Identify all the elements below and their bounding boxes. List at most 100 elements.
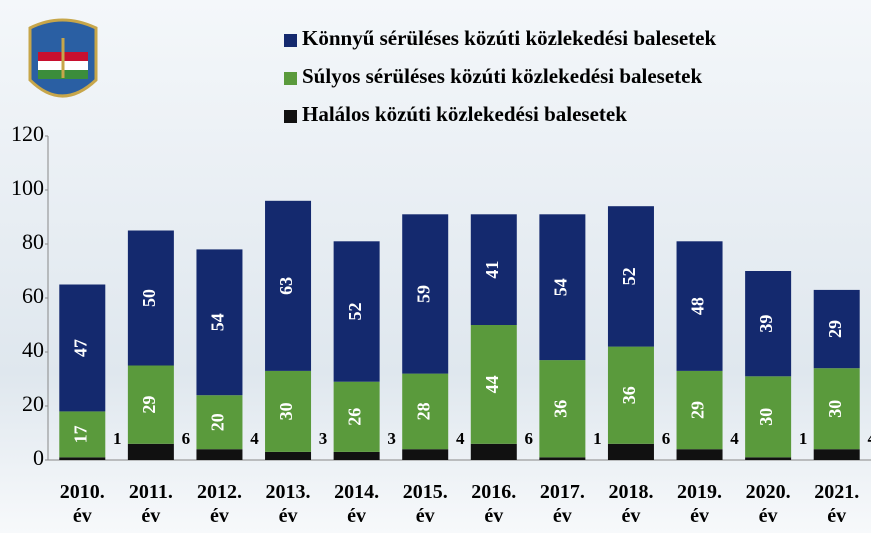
legend-label: Halálos közúti közlekedési balesetek <box>302 102 627 126</box>
legend-swatch <box>284 34 297 47</box>
value-label: 4 <box>456 429 465 448</box>
value-label: 52 <box>619 267 639 285</box>
value-label: 44 <box>482 375 502 393</box>
value-label: 29 <box>139 396 159 414</box>
x-tick-label: 2015. év <box>402 481 448 527</box>
value-label: 48 <box>688 297 708 315</box>
value-label: 6 <box>662 429 671 448</box>
x-tick-label: 2016. év <box>471 481 517 527</box>
x-tick-label: 2019. év <box>677 481 723 527</box>
bar-segment <box>745 376 792 458</box>
value-label: 47 <box>70 339 90 357</box>
bar-segment <box>127 443 174 460</box>
bar-segment <box>196 449 243 460</box>
bar-segment <box>402 214 449 374</box>
bar-segment <box>265 200 312 371</box>
x-tick-label: 2020. év <box>745 481 791 527</box>
bar-segment <box>745 457 792 460</box>
bar-segment <box>402 373 449 450</box>
value-label: 30 <box>825 400 845 418</box>
legend-label: Könnyű sérüléses közúti közlekedési bale… <box>302 26 716 50</box>
value-label: 28 <box>413 402 433 420</box>
bar-segment <box>59 411 106 458</box>
y-tick-label: 40 <box>22 337 44 362</box>
value-label: 41 <box>482 261 502 279</box>
bar-segment <box>813 368 860 450</box>
legend-label: Súlyos sérüléses közúti közlekedési bale… <box>302 64 702 88</box>
legend-swatch <box>284 110 297 123</box>
y-tick-label: 20 <box>22 391 44 416</box>
bar-segment <box>265 451 312 460</box>
value-label: 39 <box>756 315 776 333</box>
bar-segment <box>127 365 174 444</box>
y-tick-label: 120 <box>11 121 44 146</box>
bar-segment <box>333 241 380 382</box>
bar-segment <box>676 449 723 460</box>
value-label: 36 <box>619 386 639 404</box>
bar-segment <box>676 241 723 371</box>
bar-segment <box>607 443 654 460</box>
value-label: 4 <box>250 429 259 448</box>
bar-segment <box>127 230 174 366</box>
value-label: 4 <box>730 429 739 448</box>
value-label: 52 <box>345 303 365 321</box>
value-label: 6 <box>525 429 534 448</box>
value-label: 54 <box>208 313 228 331</box>
bar-segment <box>539 360 586 458</box>
y-tick-label: 100 <box>11 175 44 200</box>
bar-segment <box>470 214 517 325</box>
bar-segment <box>402 449 449 460</box>
x-tick-label: 2014. év <box>334 481 380 527</box>
value-label: 1 <box>799 429 808 448</box>
value-label: 6 <box>182 429 191 448</box>
y-tick-label: 60 <box>22 283 44 308</box>
x-tick-label: 2021. év <box>814 481 860 527</box>
bar-segment <box>265 370 312 452</box>
y-tick-label: 0 <box>33 445 44 470</box>
bar-segment <box>196 395 243 450</box>
x-tick-label: 2013. év <box>265 481 311 527</box>
bar-segment <box>813 449 860 460</box>
bar-segment <box>333 451 380 460</box>
value-label: 29 <box>825 320 845 338</box>
value-label: 3 <box>319 429 328 448</box>
bar-segment <box>59 284 106 412</box>
x-tick-label: 2011. év <box>128 481 173 527</box>
value-label: 20 <box>208 413 228 431</box>
x-tick-label: 2017. év <box>539 481 585 527</box>
y-tick-label: 80 <box>22 229 44 254</box>
bar-segment <box>607 206 654 347</box>
x-tick-label: 2010. év <box>59 481 105 527</box>
bar-segment <box>539 457 586 460</box>
value-label: 63 <box>276 277 296 295</box>
value-label: 50 <box>139 289 159 307</box>
value-label: 59 <box>413 285 433 303</box>
x-tick-label: 2018. év <box>608 481 654 527</box>
bar-segment <box>813 289 860 369</box>
x-tick-label: 2012. év <box>196 481 242 527</box>
logo <box>28 18 98 98</box>
value-label: 4 <box>867 429 871 448</box>
value-label: 26 <box>345 408 365 426</box>
bar-segment <box>539 214 586 361</box>
bar-segment <box>196 249 243 396</box>
value-label: 54 <box>551 278 571 296</box>
bar-segment <box>676 370 723 450</box>
value-label: 36 <box>551 400 571 418</box>
bar-segment <box>745 271 792 377</box>
value-label: 30 <box>756 408 776 426</box>
bar-segment <box>470 443 517 460</box>
bar-segment <box>333 381 380 452</box>
bar-segment <box>607 346 654 444</box>
bar-segment <box>59 457 106 460</box>
value-label: 3 <box>387 429 396 448</box>
legend-swatch <box>284 72 297 85</box>
value-label: 1 <box>593 429 602 448</box>
value-label: 30 <box>276 402 296 420</box>
value-label: 29 <box>688 401 708 419</box>
value-label: 17 <box>70 425 90 443</box>
value-label: 1 <box>113 429 122 448</box>
bar-segment <box>470 325 517 444</box>
